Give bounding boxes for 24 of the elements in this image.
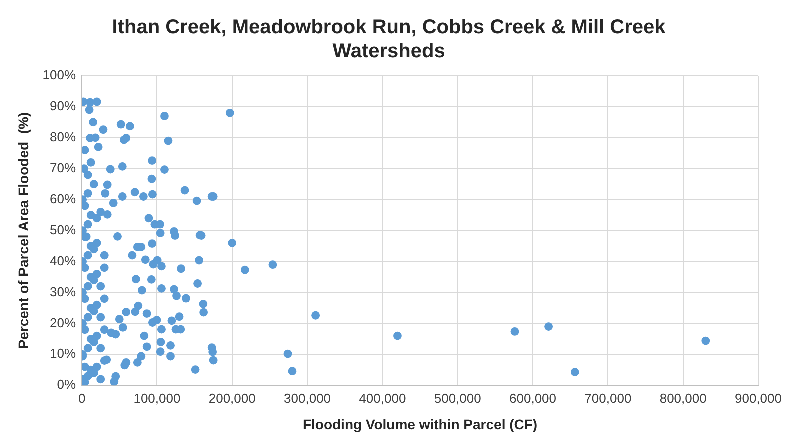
x-tick-label: 600,000 (510, 390, 557, 406)
x-tick-label: 900,000 (735, 390, 782, 406)
chart-title: Ithan Creek, Meadowbrook Run, Cobbs Creek & Mill Creek Watersheds (112, 16, 667, 63)
y-tick-label: 50% (50, 222, 76, 238)
y-tick-label: 20% (50, 315, 76, 330)
y-axis-title: Percent of Parcel Area Flooded (%) (15, 112, 32, 350)
x-tick-label: 100,000 (134, 390, 181, 406)
x-axis-title: Flooding Volume within Parcel (CF) (302, 416, 538, 432)
y-tick-label: 80% (50, 130, 76, 144)
x-tick-label: 500,000 (434, 390, 482, 406)
y-tick-label: 40% (50, 253, 76, 268)
x-tick-label: 300,000 (284, 390, 332, 406)
x-tick-label: 0 (78, 390, 86, 406)
x-tick-label: 200,000 (208, 390, 256, 406)
y-tick-label: 100% (42, 68, 76, 83)
y-tick-label: 60% (50, 191, 76, 206)
x-tick-label: 400,000 (359, 390, 406, 406)
y-tick-label: 0% (57, 377, 76, 392)
y-tick-label: 30% (50, 284, 76, 300)
x-tick-label: 700,000 (584, 390, 632, 406)
y-tick-label: 70% (50, 160, 76, 176)
x-tick-label: 800,000 (660, 390, 707, 406)
y-tick-label: 10% (50, 346, 76, 362)
y-tick-label: 90% (50, 98, 76, 114)
